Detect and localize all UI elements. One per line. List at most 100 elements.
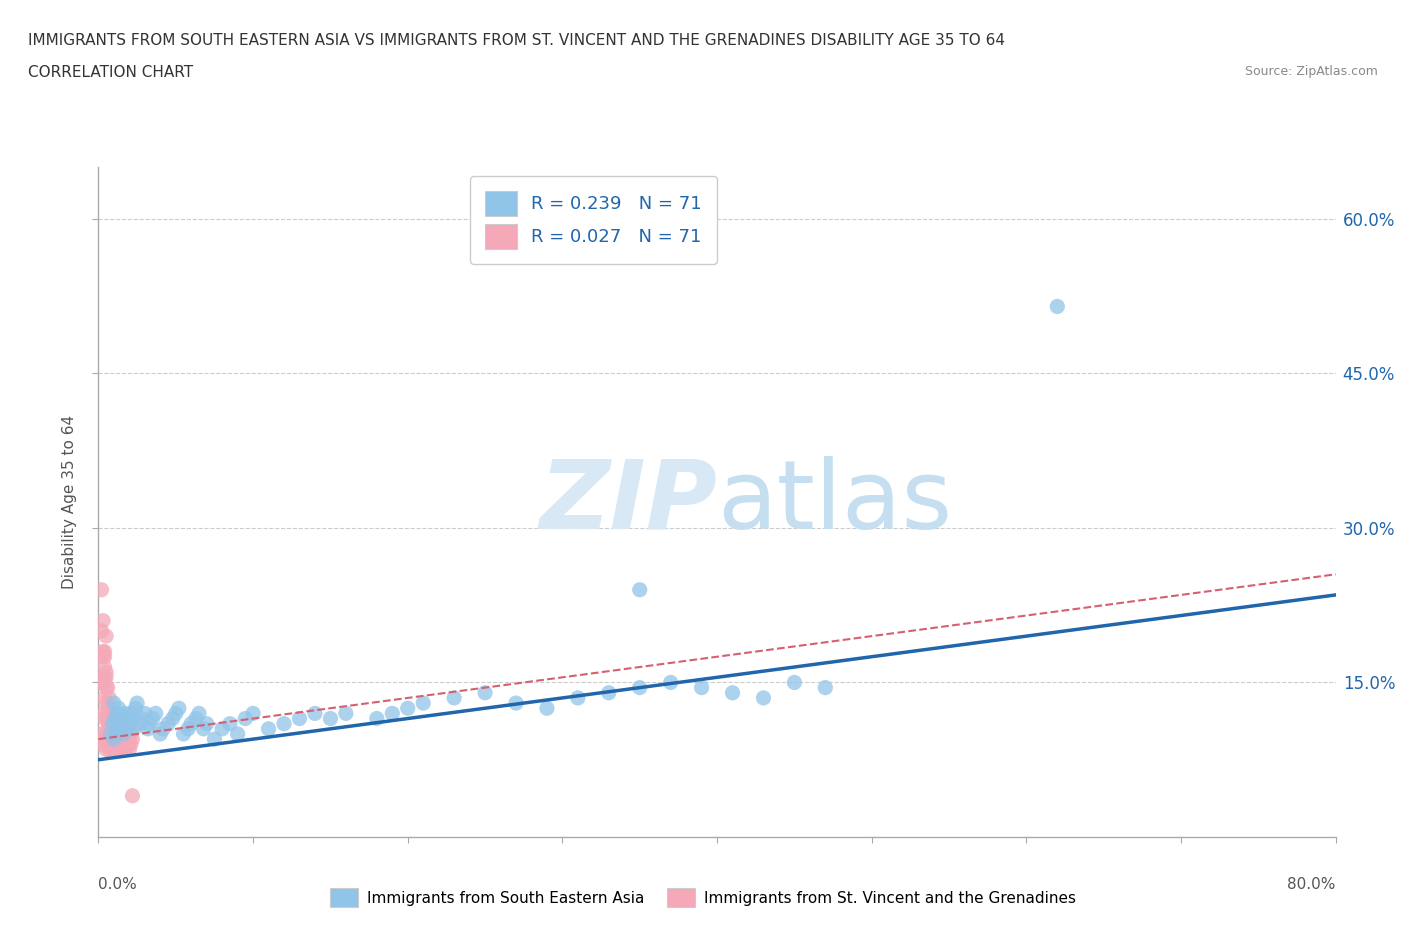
Point (93, 732, 115, 747)
Point (134, 706, 156, 721)
Point (104, 732, 127, 747)
Text: CORRELATION CHART: CORRELATION CHART (28, 65, 193, 80)
Legend: R = 0.239   N = 71, R = 0.027   N = 71: R = 0.239 N = 71, R = 0.027 N = 71 (470, 177, 717, 263)
Point (118, 742, 141, 757)
Point (105, 737, 128, 751)
Text: 0.0%: 0.0% (98, 877, 138, 892)
Point (97, 726, 120, 741)
Point (115, 732, 138, 747)
Point (96, 742, 118, 757)
Point (659, 675, 682, 690)
Point (145, 706, 167, 721)
Point (335, 706, 357, 721)
Point (91, 649, 114, 664)
Point (96, 726, 118, 741)
Point (98, 690, 121, 705)
Point (98, 742, 121, 757)
Point (93, 711, 115, 726)
Point (91, 644, 114, 659)
Point (96, 670, 118, 684)
Point (98, 722, 121, 737)
Point (96, 665, 118, 680)
Point (93, 659, 115, 674)
Point (98, 716, 121, 731)
Point (105, 716, 128, 731)
Point (115, 742, 138, 757)
Point (100, 706, 122, 721)
Point (142, 711, 165, 726)
Point (115, 722, 138, 737)
Point (121, 732, 143, 747)
Point (117, 726, 139, 741)
Point (114, 706, 136, 721)
Point (112, 726, 135, 741)
Point (101, 716, 124, 731)
Point (598, 685, 620, 700)
Point (100, 726, 122, 741)
Point (111, 737, 134, 751)
Text: 80.0%: 80.0% (1288, 877, 1336, 892)
Point (103, 742, 125, 757)
Point (173, 726, 195, 741)
Point (114, 726, 136, 741)
Point (381, 706, 404, 721)
Point (97, 680, 120, 695)
Point (104, 711, 127, 726)
Point (193, 722, 215, 737)
Point (103, 732, 125, 747)
Point (112, 742, 135, 757)
Point (152, 722, 174, 737)
Point (121, 789, 143, 804)
Point (97, 701, 120, 716)
Point (96, 629, 118, 644)
Point (443, 690, 465, 705)
Point (752, 690, 775, 705)
Point (366, 711, 388, 726)
Point (129, 716, 152, 731)
Point (93, 649, 115, 664)
Point (111, 711, 134, 726)
Text: atlas: atlas (717, 456, 952, 549)
Point (101, 732, 124, 747)
Point (319, 711, 342, 726)
Point (108, 716, 131, 731)
Point (412, 696, 434, 711)
Point (505, 696, 527, 711)
Point (103, 716, 125, 731)
Point (104, 737, 127, 751)
Point (138, 716, 160, 731)
Point (814, 680, 837, 695)
Point (120, 706, 142, 721)
Point (101, 737, 124, 751)
Point (219, 716, 242, 731)
Point (90, 675, 112, 690)
Point (721, 685, 744, 700)
Point (103, 737, 125, 751)
Point (242, 706, 264, 721)
Point (117, 737, 139, 751)
Point (127, 696, 149, 711)
Point (162, 711, 184, 726)
Point (235, 711, 257, 726)
Point (177, 722, 200, 737)
Point (157, 716, 180, 731)
Point (396, 701, 419, 716)
Text: Source: ZipAtlas.com: Source: ZipAtlas.com (1244, 65, 1378, 78)
Point (111, 737, 134, 751)
Point (149, 726, 172, 741)
Point (98, 732, 121, 747)
Point (91, 737, 114, 751)
Point (184, 711, 207, 726)
Point (204, 732, 226, 747)
Point (121, 711, 143, 726)
Point (124, 701, 146, 716)
Point (474, 685, 496, 700)
Point (105, 742, 128, 757)
Point (195, 716, 218, 731)
Point (97, 737, 120, 751)
Point (96, 711, 118, 726)
Text: ZIP: ZIP (538, 456, 717, 549)
Point (180, 716, 202, 731)
Point (1046, 299, 1069, 314)
Text: IMMIGRANTS FROM SOUTH EASTERN ASIA VS IMMIGRANTS FROM ST. VINCENT AND THE GRENAD: IMMIGRANTS FROM SOUTH EASTERN ASIA VS IM… (28, 33, 1005, 47)
